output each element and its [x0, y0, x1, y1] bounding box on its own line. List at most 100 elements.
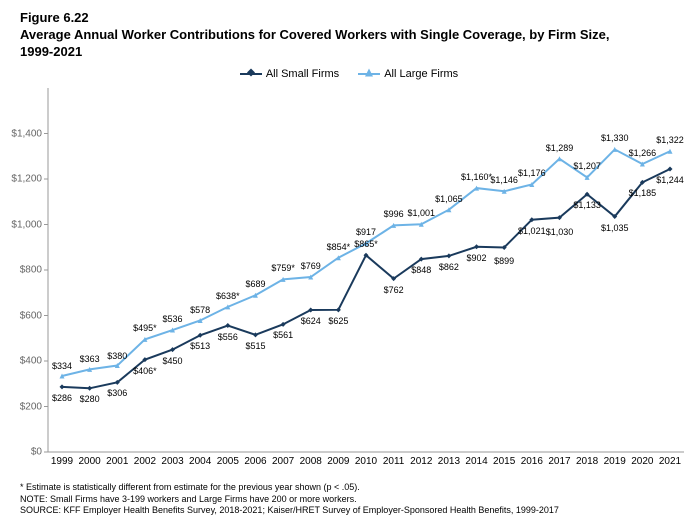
x-tick-label: 2015 [493, 456, 515, 467]
data-label-small: $1,244 [656, 175, 684, 185]
data-label-large: $536 [163, 314, 183, 324]
data-label-small: $513 [190, 341, 210, 351]
x-tick-label: 1999 [51, 456, 73, 467]
data-label-small: $902 [467, 253, 487, 263]
x-tick-label: 2005 [217, 456, 239, 467]
legend-item-large: All Large Firms [358, 68, 458, 80]
data-label-large: $1,001 [408, 208, 436, 218]
figure-title: Average Annual Worker Contributions for … [20, 27, 620, 61]
data-label-large: $1,330 [601, 133, 629, 143]
data-label-small: $899 [494, 256, 514, 266]
footnote-significance: * Estimate is statistically different fr… [20, 482, 680, 494]
data-label-small: $561 [273, 330, 293, 340]
data-label-large: $1,322 [656, 135, 684, 145]
legend-label-small: All Small Firms [266, 68, 339, 80]
x-tick-label: 2009 [327, 456, 349, 467]
legend: All Small Firms All Large Firms [0, 66, 698, 80]
y-tick-label: $1,200 [0, 174, 42, 185]
data-label-large: $1,160* [461, 172, 492, 182]
data-label-large: $1,289 [546, 143, 574, 153]
x-tick-label: 2014 [465, 456, 487, 467]
x-tick-label: 2013 [438, 456, 460, 467]
x-tick-label: 2012 [410, 456, 432, 467]
data-label-large: $996 [384, 209, 404, 219]
x-tick-label: 2020 [631, 456, 653, 467]
data-label-small: $1,030 [546, 227, 574, 237]
y-tick-label: $0 [0, 447, 42, 458]
data-label-large: $689 [245, 279, 265, 289]
data-label-large: $1,207 [573, 161, 601, 171]
data-label-large: $578 [190, 305, 210, 315]
axis-lines [48, 88, 684, 452]
data-label-large: $1,266 [629, 148, 657, 158]
marker-small [253, 332, 258, 337]
y-tick-label: $600 [0, 310, 42, 321]
legend-label-large: All Large Firms [384, 68, 458, 80]
data-label-large: $1,065 [435, 194, 463, 204]
data-label-small: $848 [411, 265, 431, 275]
data-label-large: $380 [107, 351, 127, 361]
footnotes: * Estimate is statistically different fr… [20, 482, 680, 517]
data-label-large: $638* [216, 291, 240, 301]
y-tick-label: $1,000 [0, 219, 42, 230]
marker-small [474, 244, 479, 249]
data-label-small: $624 [301, 316, 321, 326]
marker-small [446, 253, 451, 258]
y-tick-label: $800 [0, 265, 42, 276]
data-label-large: $1,146 [490, 175, 518, 185]
x-tick-label: 2004 [189, 456, 211, 467]
data-label-small: $556 [218, 332, 238, 342]
data-label-small: $762 [384, 285, 404, 295]
x-tick-label: 2017 [548, 456, 570, 467]
data-label-small: $1,035 [601, 223, 629, 233]
data-label-small: $1,133 [573, 200, 601, 210]
y-tick-label: $1,400 [0, 128, 42, 139]
plot-area [48, 88, 684, 452]
chart-svg [48, 88, 684, 452]
marker-small [60, 384, 65, 389]
y-tick-label: $400 [0, 356, 42, 367]
data-label-large: $1,176 [518, 168, 546, 178]
x-tick-label: 2003 [161, 456, 183, 467]
data-label-large: $917 [356, 227, 376, 237]
footnote-note: NOTE: Small Firms have 3-199 workers and… [20, 494, 680, 506]
data-label-large: $363 [80, 354, 100, 364]
x-tick-label: 2001 [106, 456, 128, 467]
data-label-small: $515 [245, 341, 265, 351]
x-tick-label: 2002 [134, 456, 156, 467]
x-tick-label: 2011 [383, 456, 405, 467]
x-tick-label: 2019 [604, 456, 626, 467]
data-label-large: $854* [327, 242, 351, 252]
figure-number: Figure 6.22 [20, 10, 620, 27]
data-label-small: $862 [439, 262, 459, 272]
x-tick-label: 2021 [659, 456, 681, 467]
x-tick-label: 2007 [272, 456, 294, 467]
data-label-small: $286 [52, 393, 72, 403]
line-large [62, 149, 670, 376]
legend-marker-small [240, 73, 262, 75]
legend-item-small: All Small Firms [240, 68, 339, 80]
data-label-large: $334 [52, 361, 72, 371]
data-label-small: $306 [107, 388, 127, 398]
marker-small [87, 386, 92, 391]
x-tick-label: 2006 [244, 456, 266, 467]
data-label-large: $759* [271, 263, 295, 273]
x-tick-label: 2010 [355, 456, 377, 467]
x-tick-label: 2000 [79, 456, 101, 467]
data-label-large: $495* [133, 323, 157, 333]
figure-container: Figure 6.22 Average Annual Worker Contri… [0, 0, 698, 525]
data-label-small: $1,185 [629, 188, 657, 198]
data-label-small: $280 [80, 394, 100, 404]
data-label-small: $1,021 [518, 226, 546, 236]
data-label-small: $865* [354, 239, 378, 249]
x-tick-label: 2008 [300, 456, 322, 467]
footnote-source: SOURCE: KFF Employer Health Benefits Sur… [20, 505, 680, 517]
marker-small [225, 323, 230, 328]
x-tick-label: 2018 [576, 456, 598, 467]
data-label-small: $625 [328, 316, 348, 326]
legend-marker-large [358, 73, 380, 75]
x-tick-label: 2016 [521, 456, 543, 467]
data-label-large: $769 [301, 261, 321, 271]
y-tick-label: $200 [0, 401, 42, 412]
title-block: Figure 6.22 Average Annual Worker Contri… [20, 10, 620, 61]
